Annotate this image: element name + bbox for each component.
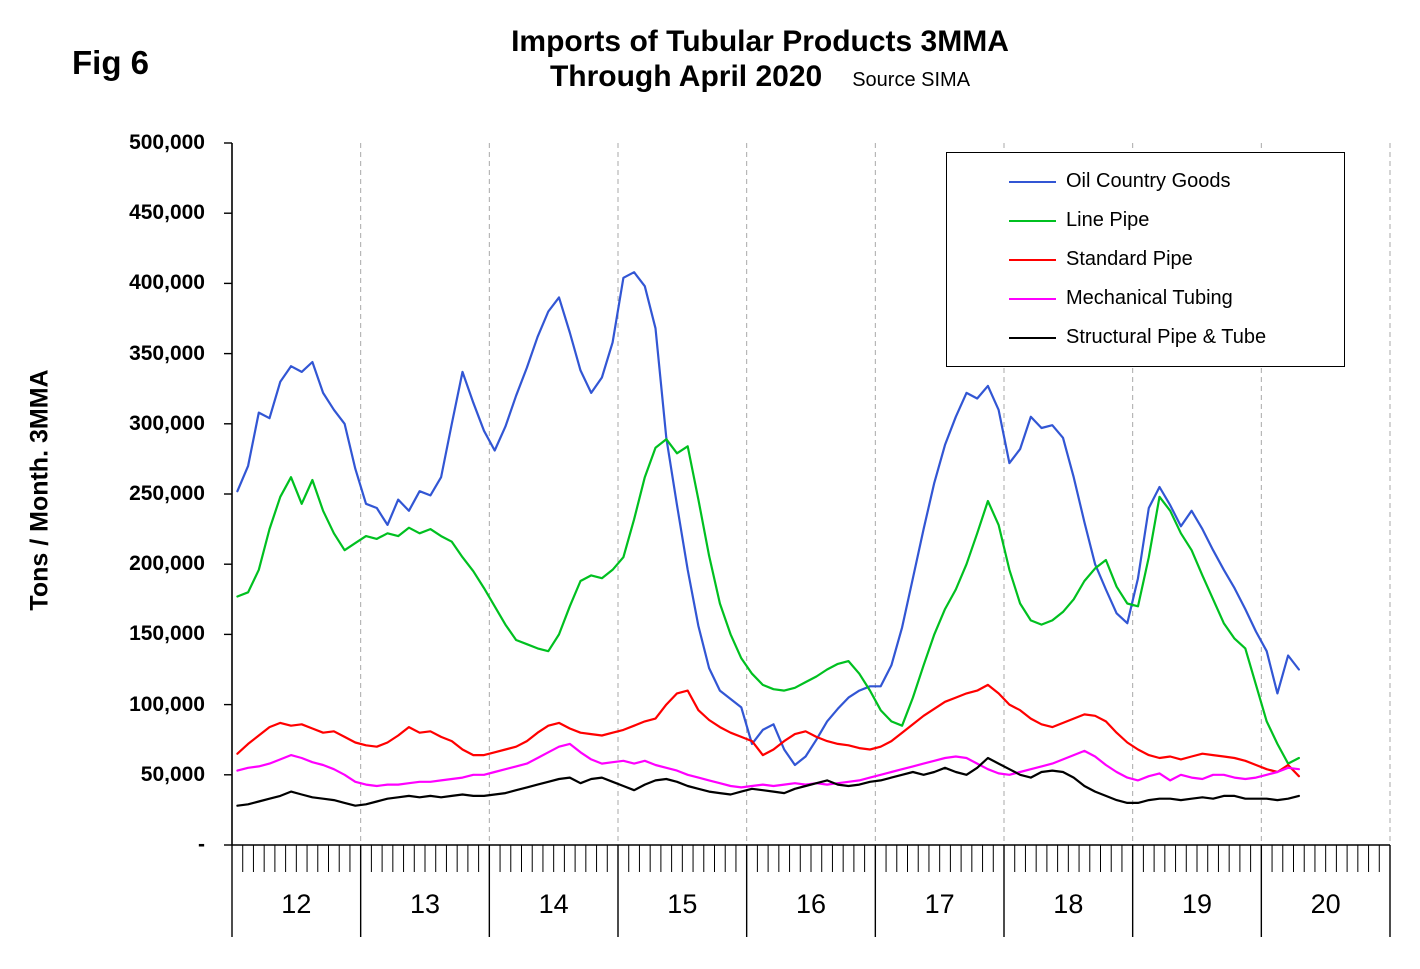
y-tick-label: 300,000 [129,411,205,435]
legend-line-sample-structural-pipe-tube [1009,336,1056,339]
legend-label: Mechanical Tubing [1066,287,1233,309]
legend-line-sample-mechanical-tubing [1009,297,1056,300]
series-line-oil-country-goods [236,271,1301,767]
y-tick-label: 500,000 [129,131,205,154]
legend-item-oil-country-goods: Oil Country Goods [1009,162,1336,201]
x-axis-year-label: 17 [924,889,955,919]
chart-subtitle-row: Through April 2020 Source SIMA [215,60,1305,94]
series-line-line-pipe [236,438,1301,765]
series-line-standard-pipe [236,683,1301,778]
series-line-mechanical-tubing [236,742,1301,789]
legend: Oil Country Goods Line Pipe Standard Pipe M… [946,152,1345,367]
chart-title: Imports of Tubular Products 3MMA [511,25,1009,58]
y-tick-label: 400,000 [129,271,205,295]
y-tick-label: 350,000 [129,341,205,365]
series-line-structural-pipe-tube [236,756,1301,807]
legend-line-sample-oil-country-goods [1009,180,1056,183]
y-tick-label: 150,000 [129,622,205,646]
legend-item-mechanical-tubing: Mechanical Tubing [1009,279,1336,318]
source-label: Source SIMA [852,69,971,91]
legend-label: Oil Country Goods [1066,170,1231,192]
x-axis-year-label: 18 [1053,889,1084,919]
legend-item-standard-pipe: Standard Pipe [1009,240,1336,279]
legend-line-sample-standard-pipe [1009,258,1056,261]
legend-item-line-pipe: Line Pipe [1009,201,1336,240]
x-axis-year-label: 19 [1181,889,1213,919]
y-tick-label: 450,000 [129,201,205,225]
legend-line-sample-line-pipe [1009,219,1056,222]
legend-label: Line Pipe [1066,209,1150,231]
x-axis-year-label: 14 [538,889,569,919]
y-tick-label: 200,000 [129,552,205,576]
title-block: Imports of Tubular Products 3MMA Through… [215,24,1305,94]
fig-label: Fig 6 [72,44,150,81]
x-axis-year-label: 12 [281,889,312,919]
x-axis-year-label: 13 [409,889,441,919]
y-tick-label: 250,000 [129,482,205,505]
x-axis-year-label: 16 [795,889,827,919]
x-axis-year-label: 15 [667,889,698,919]
y-tick-label: - [198,833,205,856]
y-tick-label: 100,000 [129,692,205,716]
legend-label: Structural Pipe & Tube [1066,326,1267,348]
chart-subtitle: Through April 2020 [549,60,823,93]
x-axis-year-label: 20 [1310,889,1341,919]
legend-item-structural-pipe-tube: Structural Pipe & Tube [1009,318,1336,357]
legend-label: Standard Pipe [1066,248,1193,270]
y-tick-label: 50,000 [140,762,205,786]
